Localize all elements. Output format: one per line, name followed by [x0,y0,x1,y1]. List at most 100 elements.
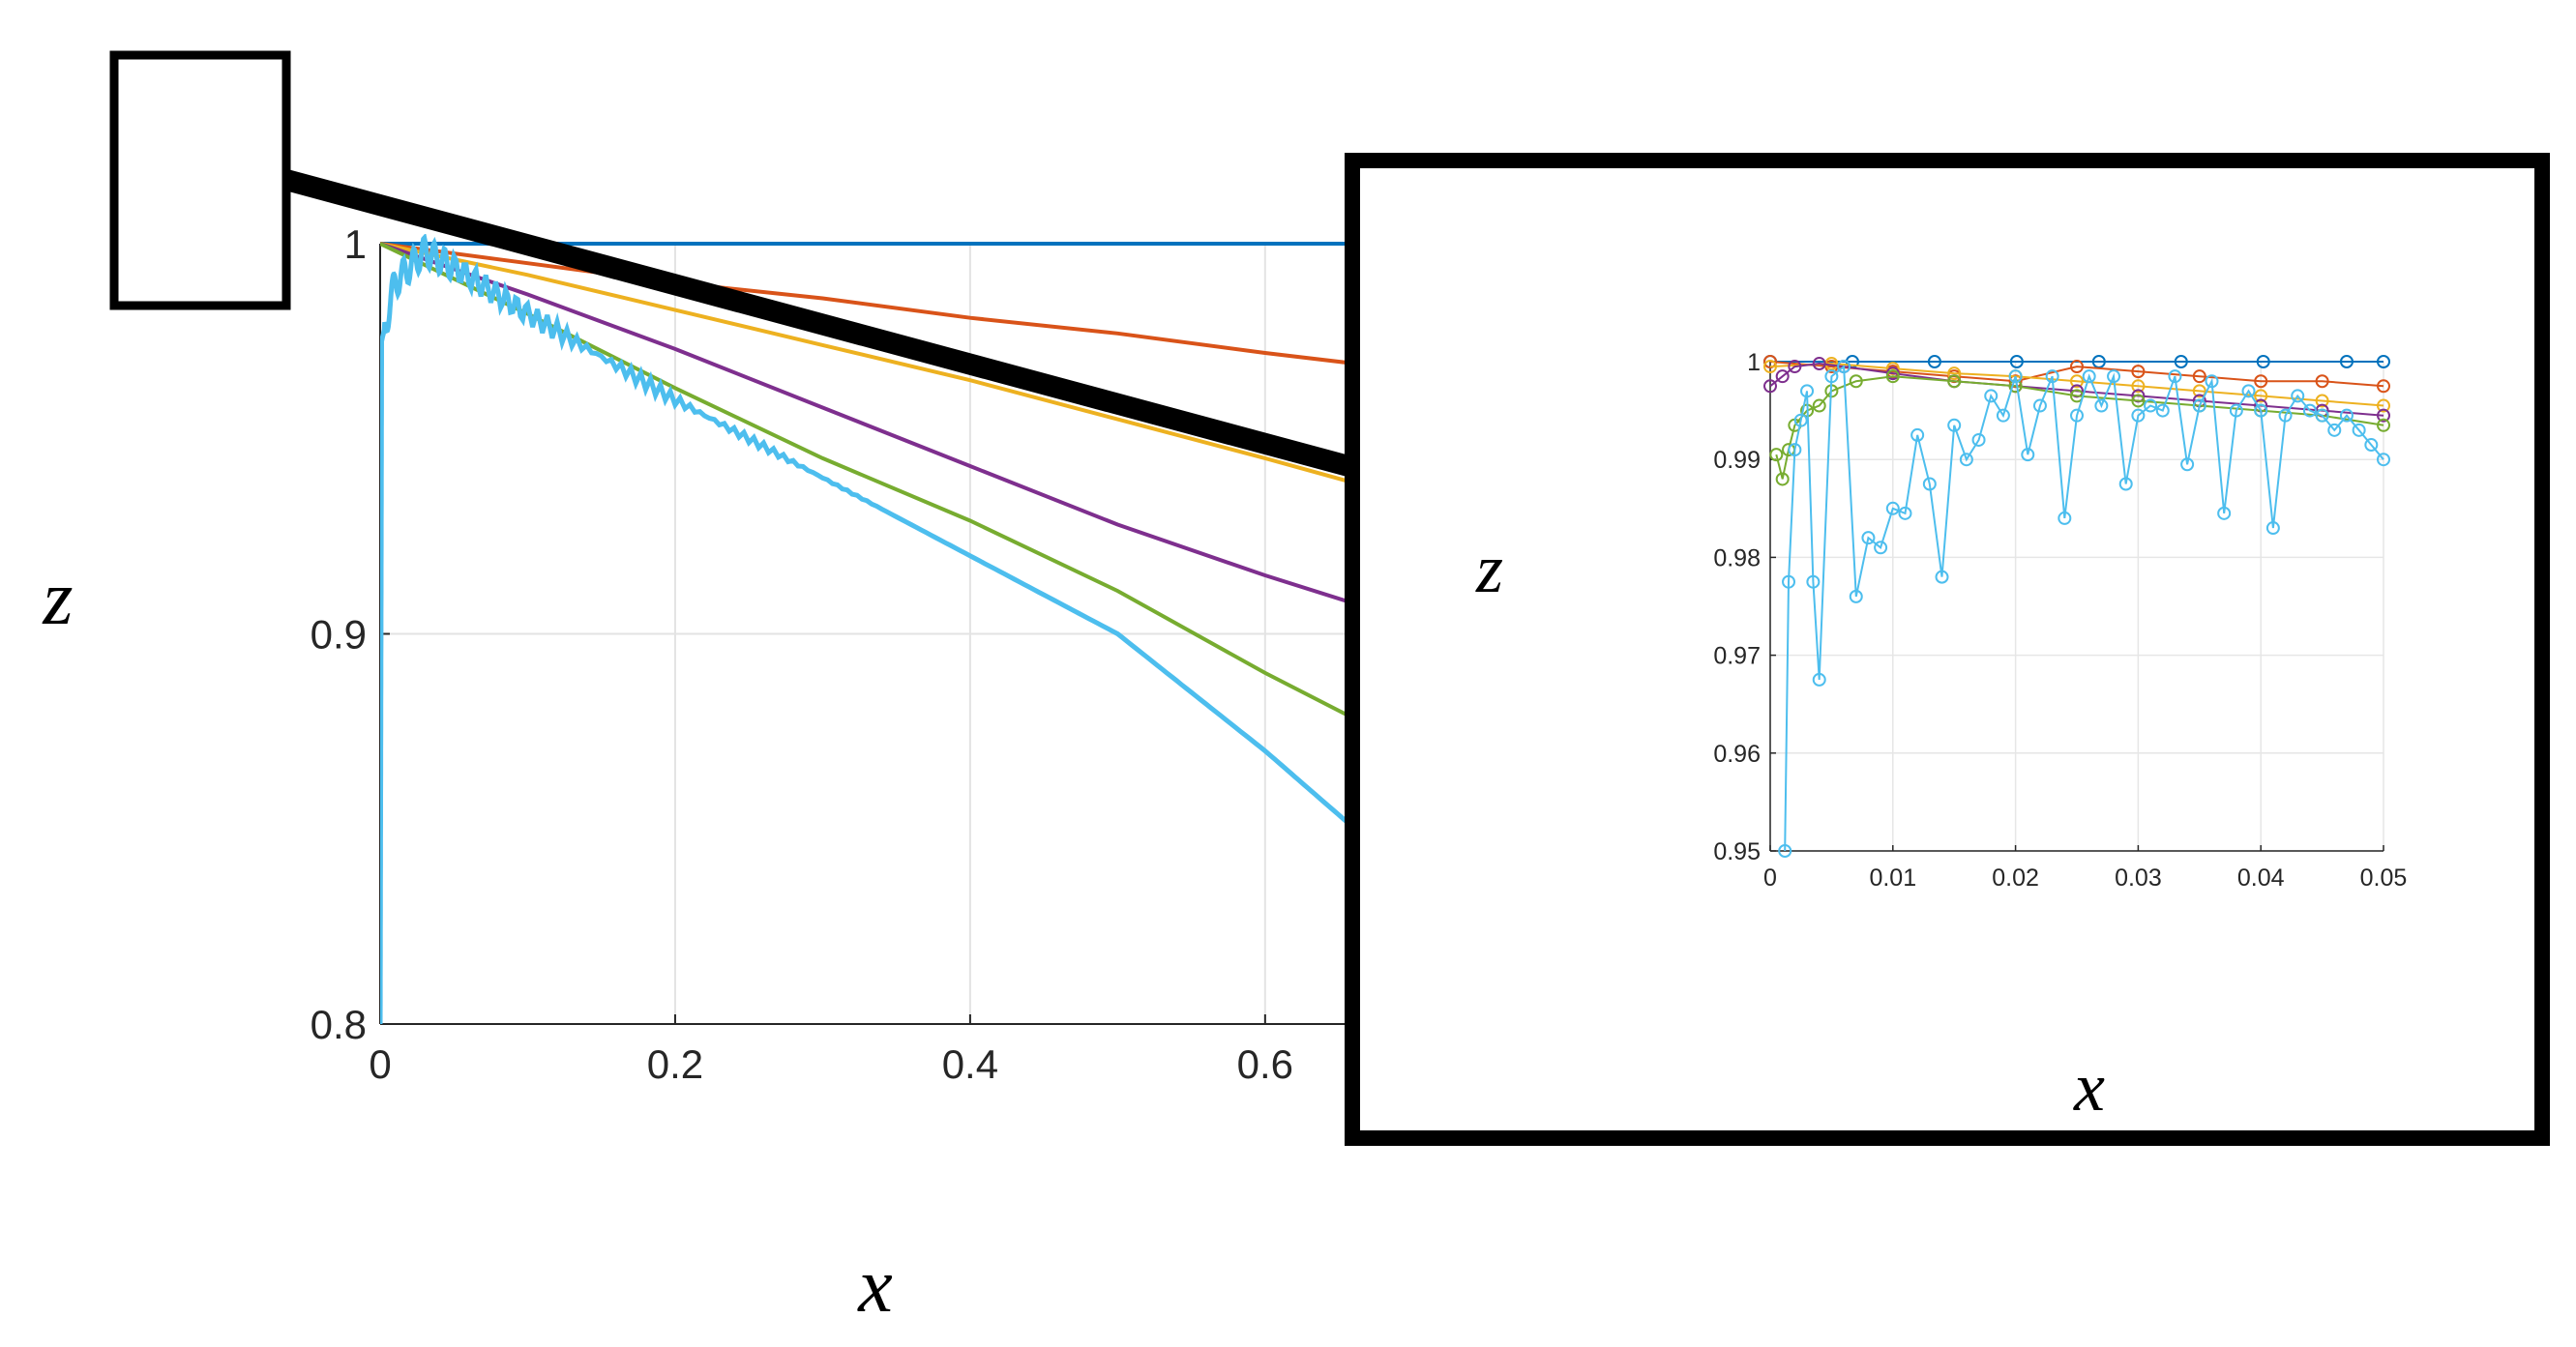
inset-data-point [2094,398,2109,413]
inset-x-tick-label: 0.04 [2237,864,2285,892]
inset-data-point [2174,355,2188,368]
inset-data-point [1812,672,1826,687]
inset-data-point [2377,418,2390,432]
inset-series-line [1770,362,2384,407]
inset-data-point [1861,531,1876,545]
inset-series-line [1784,365,2384,851]
inset-data-point [2241,384,2256,398]
inset-data-point [1922,477,1937,491]
inset-data-point [2291,389,2305,403]
x-tick-label: 0.6 [1237,1041,1293,1087]
y-tick-label: 0.9 [311,612,367,658]
inset-data-point [1849,589,1863,603]
inset-y-tick-label: 0.99 [1713,447,1761,474]
inset-x-tick-label: 0.01 [1869,864,1916,892]
inset-data-point [2131,408,2146,423]
inset-data-point [2256,355,2270,368]
inset-data-point [2339,408,2354,423]
inset-data-point [1824,369,1839,384]
inset-data-point [1935,570,1949,584]
x-axis-label: x [857,1244,893,1329]
main-plot: 00.20.40.60.80.91xzt = 0t = 0.012t = 0.0… [42,221,1466,1329]
inset-data-point [1947,418,1962,432]
y-axis-label: z [42,556,73,641]
inset-data-point [1778,844,1792,858]
inset-x-tick-label: 0 [1763,864,1777,892]
inset-data-point [2315,394,2329,408]
series-line [380,242,1364,367]
series-line [380,234,1364,1024]
inset-data-point [2352,423,2366,437]
inset-y-tick-label: 0.98 [1713,544,1761,571]
x-tick-label: 0.4 [942,1041,998,1087]
inset-data-point [2021,448,2035,462]
inset-data-point [2254,374,2268,389]
inset-data-point [2377,379,2390,394]
inset-data-point [1788,443,1802,457]
inset-data-point [1763,379,1777,394]
inset-data-point [1782,574,1796,589]
inset-data-point [1959,453,1973,467]
inset-data-point [2144,398,2158,413]
y-tick-label: 1 [344,221,367,267]
inset-y-tick-label: 1 [1747,349,1761,376]
inset-data-point [1849,374,1863,389]
inset-data-point [1812,357,1826,371]
inset-y-tick-label: 0.97 [1713,643,1761,670]
inset-data-point [2265,521,2280,536]
inset-x-tick-label: 0.02 [1992,864,2039,892]
inset-data-point [2339,355,2354,368]
inset-data-point [1898,506,1912,520]
series-line [380,242,1364,609]
inset-frame [1345,153,2550,1146]
inset-data-point [1874,541,1888,555]
inset-data-point [2377,408,2390,423]
inset-data-point [1927,355,1941,368]
inset-data-point [1910,427,1925,442]
inset-data-point [1984,389,1999,403]
inset-data-point [2070,360,2084,374]
inset-data-point [1885,501,1900,515]
inset-y-tick-label: 0.95 [1713,838,1761,865]
inset-data-point [2377,398,2390,413]
inset-data-point [2131,365,2146,379]
inset-data-point [2008,369,2023,384]
inset-data-point [2180,457,2195,472]
inset-data-point [1947,366,1962,381]
inset-data-point [2070,408,2084,423]
inset-data-point [1947,374,1962,389]
inset-data-point [2192,369,2206,384]
inset-data-point [2032,398,2047,413]
inset-data-point [2217,506,2232,520]
inset-data-point [2118,477,2133,491]
inset-data-point [2082,369,2096,384]
inset-data-point [1763,355,1777,368]
x-tick-label: 0 [369,1041,391,1087]
inset-data-point [2155,403,2170,418]
inset-data-point [2254,389,2268,403]
inset-data-point [2131,394,2146,408]
inset-data-point [1806,574,1821,589]
inset-data-point [1837,360,1851,374]
zoom-source-box [109,50,291,310]
inset-data-point [1800,384,1815,398]
inset-x-axis-label: x [2073,1048,2105,1126]
inset-y-axis-label: z [1475,530,1503,607]
series-line [380,242,1364,488]
inset-data-point [1775,369,1790,384]
inset-data-point [2377,355,2390,368]
inset-data-point [2192,384,2206,398]
x-tick-label: 0.2 [647,1041,703,1087]
inset-x-tick-label: 0.05 [2360,864,2408,892]
y-tick-label: 0.8 [311,1002,367,1047]
inset-data-point [2192,398,2206,413]
inset-data-point [1996,408,2010,423]
inset-plot: 0 0.01 0.02 0.03 0.04 0.05 0.95 0.96 0.97 0.98 0.9… [1475,349,2407,1126]
inset-data-point [2058,511,2072,525]
inset-data-point [1971,432,1986,447]
inset-data-point [2009,355,2024,368]
inset-data-point [1788,360,1802,374]
inset-data-point [2070,374,2084,389]
inset-data-point [2229,403,2243,418]
inset-data-point [2254,403,2268,418]
